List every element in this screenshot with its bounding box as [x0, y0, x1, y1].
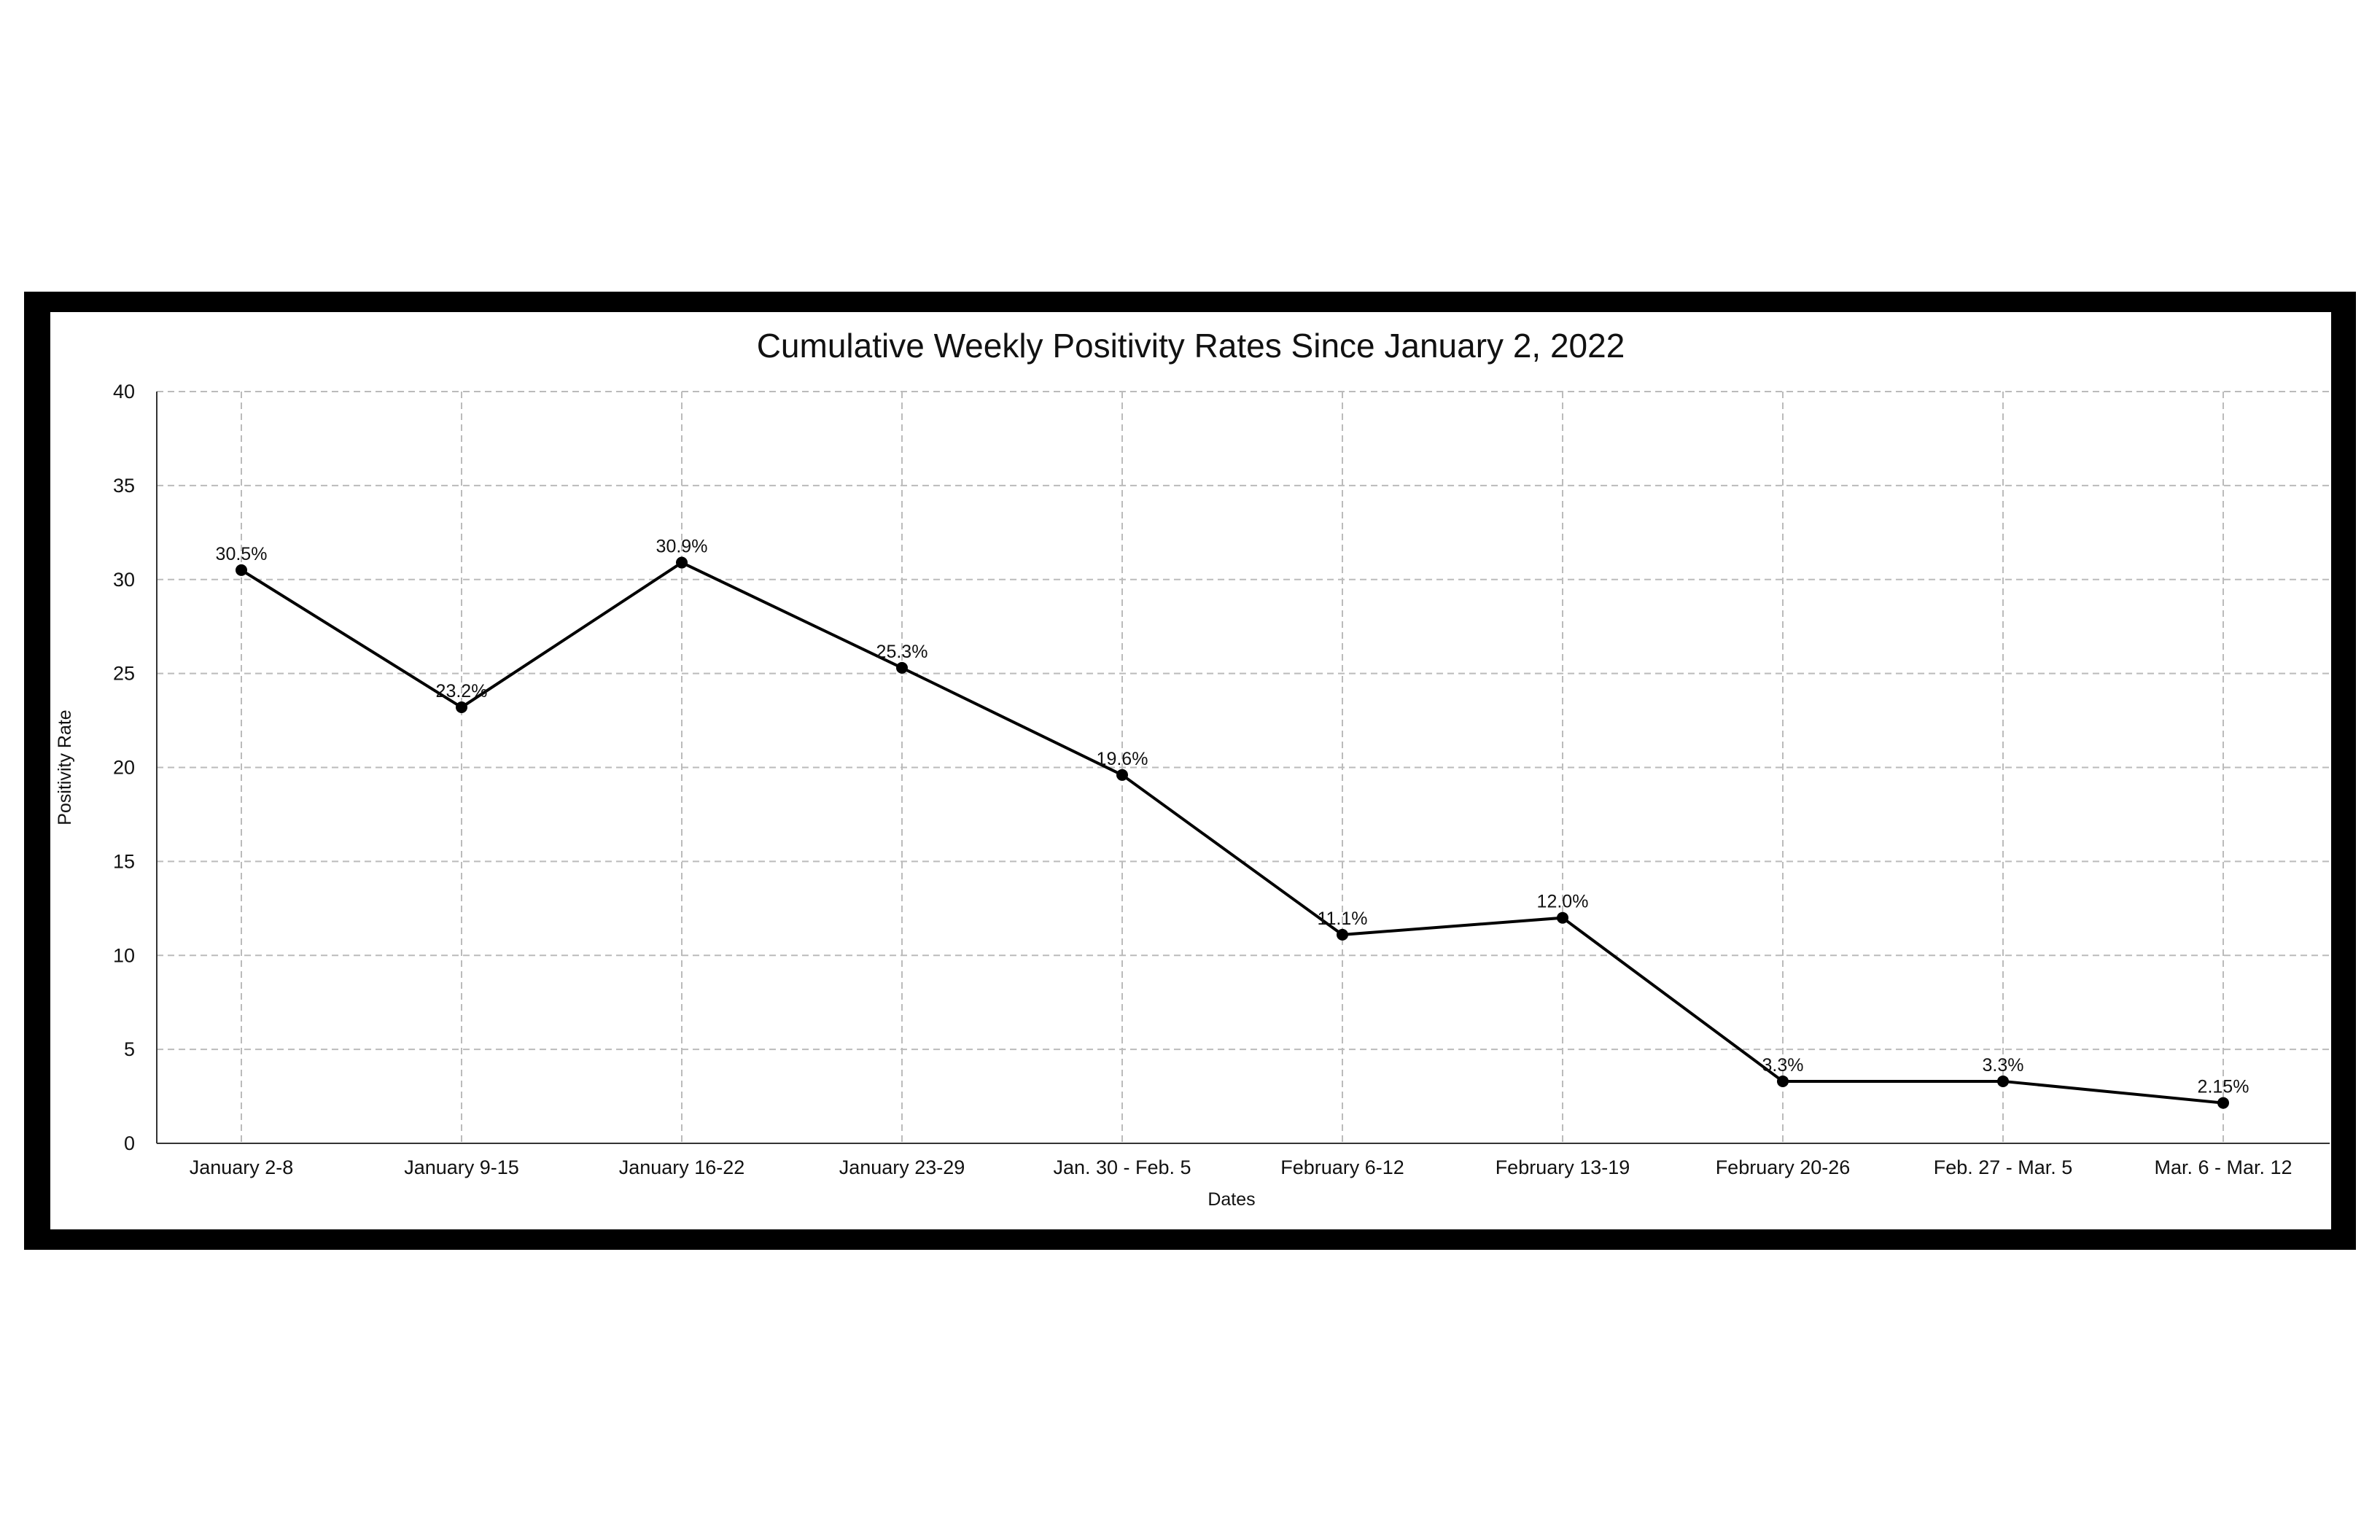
data-labels: 30.5% 23.2% 30.9% 25.3% 19.6% 11.1% 12.0% 3.3% 3…	[216, 537, 2249, 1097]
data-label: 19.6%	[1097, 749, 1148, 769]
x-axis-label: Dates	[1208, 1189, 1255, 1210]
data-point	[236, 564, 247, 576]
x-tick-label: February 20-26	[1716, 1156, 1851, 1178]
data-point	[1337, 928, 1348, 941]
x-tick-label: Jan. 30 - Feb. 5	[1053, 1156, 1191, 1178]
data-markers	[236, 556, 2229, 1109]
x-tick-label: January 23-29	[839, 1156, 965, 1178]
data-point	[1116, 769, 1128, 781]
data-label: 11.1%	[1317, 909, 1367, 929]
x-tick-label: Mar. 6 - Mar. 12	[2154, 1156, 2292, 1178]
series-positivity-rate	[240, 561, 2224, 1105]
chart-title: Cumulative Weekly Positivity Rates Since…	[757, 327, 1625, 365]
data-point	[2217, 1097, 2229, 1109]
y-axis-label: Positivity Rate	[55, 709, 75, 825]
y-tick-label: 35	[113, 475, 135, 497]
data-point	[1997, 1075, 2009, 1087]
x-tick-label: January 9-15	[404, 1156, 519, 1178]
x-tick-label: February 6-12	[1280, 1156, 1404, 1178]
data-label: 30.9%	[656, 537, 708, 557]
x-tick-label: January 16-22	[619, 1156, 745, 1178]
y-tick-label: 5	[124, 1038, 135, 1060]
data-label: 12.0%	[1537, 892, 1589, 912]
data-label: 25.3%	[876, 642, 928, 662]
axes	[156, 392, 2330, 1144]
x-tick-label: Feb. 27 - Mar. 5	[1934, 1156, 2073, 1178]
y-tick-labels: 0 5 10 15 20 25 30 35 40	[113, 381, 135, 1154]
y-tick-label: 30	[113, 569, 135, 591]
data-label: 23.2%	[436, 681, 488, 701]
series-line	[240, 561, 2224, 1105]
data-label: 3.3%	[1762, 1055, 1804, 1076]
grid	[157, 391, 2330, 1143]
y-tick-label: 40	[113, 381, 135, 402]
data-label: 3.3%	[1983, 1055, 2024, 1076]
line-chart: Cumulative Weekly Positivity Rates Since…	[55, 327, 2330, 1210]
y-tick-label: 10	[113, 944, 135, 966]
data-label: 30.5%	[216, 544, 268, 564]
data-point	[676, 556, 688, 569]
y-tick-label: 15	[113, 850, 135, 872]
y-tick-label: 25	[113, 663, 135, 685]
data-point	[456, 701, 467, 714]
chart-frame: Cumulative Weekly Positivity Rates Since…	[24, 292, 2356, 1250]
chart-panel: Cumulative Weekly Positivity Rates Since…	[50, 312, 2331, 1229]
x-tick-label: January 2-8	[190, 1156, 294, 1178]
x-tick-labels: January 2-8 January 9-15 January 16-22 Janu…	[190, 1156, 2292, 1178]
y-tick-label: 20	[113, 757, 135, 779]
data-point	[1777, 1075, 1789, 1087]
data-label: 2.15%	[2198, 1077, 2249, 1097]
data-point	[896, 661, 908, 674]
x-tick-label: February 13-19	[1496, 1156, 1630, 1178]
data-point	[1557, 911, 1568, 924]
y-tick-label: 0	[124, 1132, 135, 1154]
